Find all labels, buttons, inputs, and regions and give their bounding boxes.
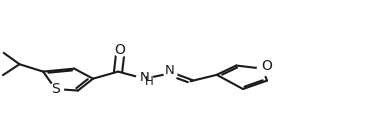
Text: S: S xyxy=(51,82,60,96)
Text: H: H xyxy=(145,75,154,88)
Text: O: O xyxy=(262,59,272,73)
Text: N: N xyxy=(165,64,174,77)
Text: O: O xyxy=(115,43,125,57)
Text: N: N xyxy=(140,71,149,84)
